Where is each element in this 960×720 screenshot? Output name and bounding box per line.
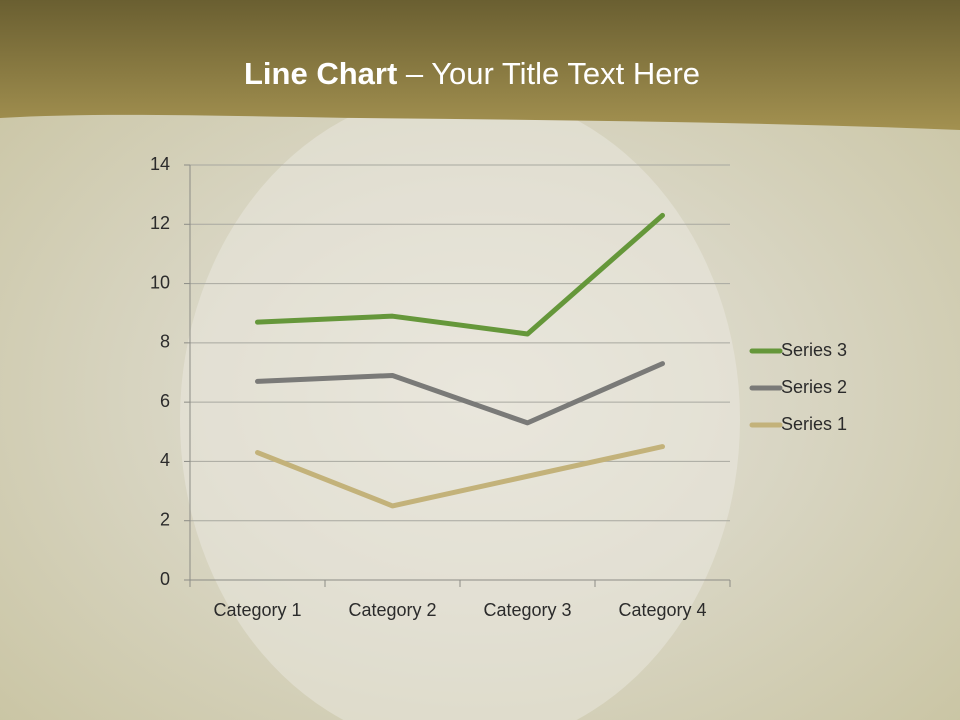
y-tick-label: 8 [160, 332, 170, 352]
slide-title: Line Chart – Your Title Text Here [244, 56, 700, 91]
y-tick-label: 4 [160, 450, 170, 470]
legend-label: Series 1 [781, 414, 847, 434]
x-tick-label: Category 2 [348, 600, 436, 620]
legend-label: Series 3 [781, 340, 847, 360]
series-line [255, 212, 665, 337]
x-tick-label: Category 1 [213, 600, 301, 620]
title-rest: – Your Title Text Here [406, 56, 700, 91]
legend-label: Series 2 [781, 377, 847, 397]
series-line [255, 444, 665, 509]
y-tick-label: 0 [160, 569, 170, 589]
plot: 0 2 4 6 8 10 12 14 Category 1 Category 2 Category … [150, 154, 847, 620]
y-tick-label: 10 [150, 272, 170, 292]
series-line [255, 361, 665, 426]
x-tick-label: Category 4 [618, 600, 706, 620]
background-figure [180, 90, 740, 720]
title-bold: Line Chart [244, 56, 397, 91]
x-tick-label: Category 3 [483, 600, 571, 620]
header-band [0, 0, 960, 130]
y-tick-label: 2 [160, 509, 170, 529]
y-tick-label: 12 [150, 213, 170, 233]
y-tick-label: 14 [150, 154, 170, 174]
y-tick-label: 6 [160, 391, 170, 411]
